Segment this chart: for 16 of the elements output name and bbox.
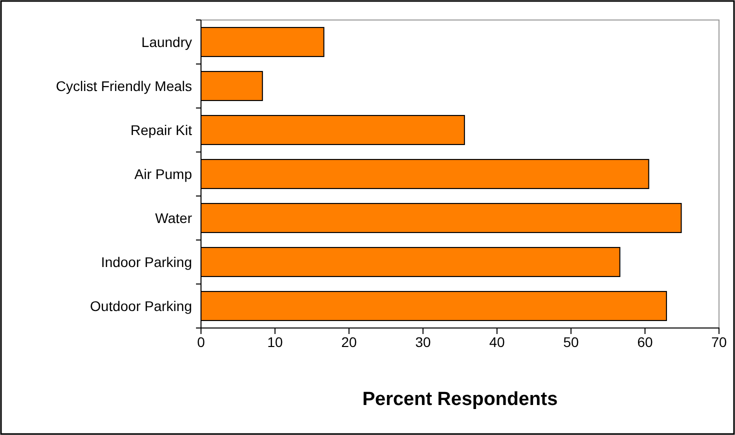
y-tick-label: Laundry xyxy=(141,34,192,50)
x-axis-title: Percent Respondents xyxy=(362,389,558,410)
x-tick-label: 50 xyxy=(563,334,579,350)
x-tick-label: 20 xyxy=(341,334,357,350)
y-tick-label: Cyclist Friendly Meals xyxy=(56,78,192,94)
x-tick-label: 30 xyxy=(415,334,431,350)
x-tick-label: 0 xyxy=(197,334,206,350)
y-tick-label: Outdoor Parking xyxy=(90,298,192,314)
x-tick-label: 40 xyxy=(489,334,505,350)
y-tick-label: Repair Kit xyxy=(130,122,192,138)
x-tick-label: 70 xyxy=(711,334,727,350)
y-tick-label: Water xyxy=(155,210,192,226)
x-tick-label: 60 xyxy=(637,334,653,350)
y-tick-label: Indoor Parking xyxy=(100,254,192,270)
x-tick-label: 10 xyxy=(267,334,283,350)
y-tick-label: Air Pump xyxy=(134,166,192,182)
